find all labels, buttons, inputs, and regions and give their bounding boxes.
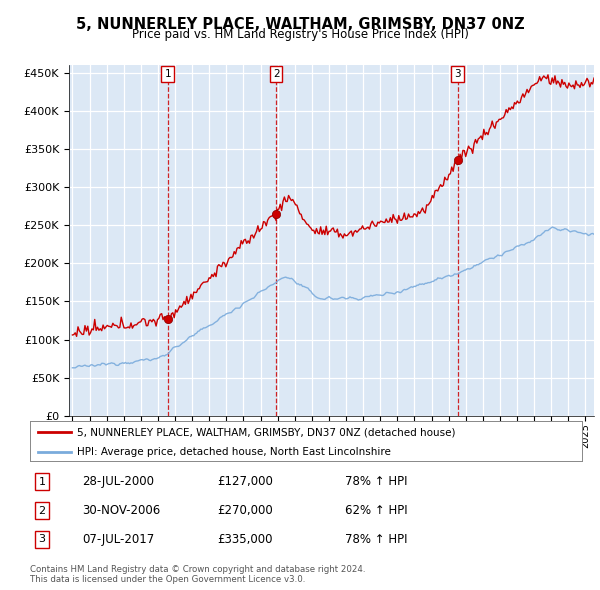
Text: HPI: Average price, detached house, North East Lincolnshire: HPI: Average price, detached house, Nort… bbox=[77, 447, 391, 457]
Text: 3: 3 bbox=[454, 68, 461, 78]
Text: Contains HM Land Registry data © Crown copyright and database right 2024.: Contains HM Land Registry data © Crown c… bbox=[30, 565, 365, 573]
Text: 3: 3 bbox=[38, 535, 46, 545]
Text: 30-NOV-2006: 30-NOV-2006 bbox=[82, 504, 161, 517]
Text: 62% ↑ HPI: 62% ↑ HPI bbox=[344, 504, 407, 517]
Text: 2: 2 bbox=[38, 506, 46, 516]
Text: 5, NUNNERLEY PLACE, WALTHAM, GRIMSBY, DN37 0NZ: 5, NUNNERLEY PLACE, WALTHAM, GRIMSBY, DN… bbox=[76, 17, 524, 31]
Text: 78% ↑ HPI: 78% ↑ HPI bbox=[344, 476, 407, 489]
Text: This data is licensed under the Open Government Licence v3.0.: This data is licensed under the Open Gov… bbox=[30, 575, 305, 584]
Text: 1: 1 bbox=[38, 477, 46, 487]
Text: £335,000: £335,000 bbox=[218, 533, 273, 546]
Text: 1: 1 bbox=[164, 68, 171, 78]
Text: 5, NUNNERLEY PLACE, WALTHAM, GRIMSBY, DN37 0NZ (detached house): 5, NUNNERLEY PLACE, WALTHAM, GRIMSBY, DN… bbox=[77, 427, 455, 437]
Text: £270,000: £270,000 bbox=[218, 504, 274, 517]
Text: Price paid vs. HM Land Registry's House Price Index (HPI): Price paid vs. HM Land Registry's House … bbox=[131, 28, 469, 41]
Text: 78% ↑ HPI: 78% ↑ HPI bbox=[344, 533, 407, 546]
Text: 2: 2 bbox=[273, 68, 280, 78]
Text: 28-JUL-2000: 28-JUL-2000 bbox=[82, 476, 154, 489]
Text: 07-JUL-2017: 07-JUL-2017 bbox=[82, 533, 155, 546]
Text: £127,000: £127,000 bbox=[218, 476, 274, 489]
